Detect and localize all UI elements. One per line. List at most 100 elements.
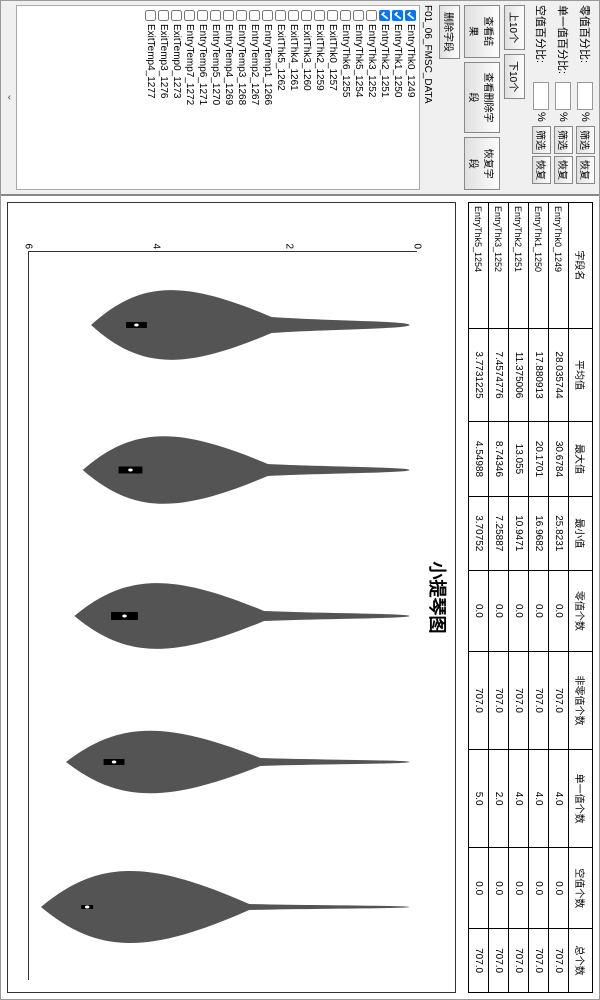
field-checkbox[interactable] — [210, 10, 221, 21]
table-row: EntryThk0_124928.03574430.678425.82310.0… — [549, 203, 569, 993]
field-item[interactable]: ExitTemp0_1273 — [170, 8, 183, 187]
field-item[interactable]: EntryTemp1_1266 — [261, 8, 274, 187]
field-item[interactable]: EntryTemp2_1267 — [248, 8, 261, 187]
restore-btn-1[interactable]: 恢复 — [554, 156, 573, 184]
field-name: ExitThk2_1259 — [314, 24, 325, 91]
violin — [29, 847, 417, 967]
table-row: EntryThk3_12527.45747768.743467.258870.0… — [489, 203, 509, 993]
field-item[interactable]: EntryTemp4_1269 — [222, 8, 235, 187]
y-tick: 6 — [23, 243, 34, 249]
field-item[interactable]: ExitThk2_1259 — [313, 8, 326, 187]
field-item[interactable]: EntryThk6_1255 — [339, 8, 352, 187]
prev-10-button[interactable]: 上10个 — [504, 5, 525, 50]
field-name: ExitTemp4_1277 — [145, 24, 156, 99]
field-checkbox[interactable] — [288, 10, 299, 21]
field-name: ExitTemp0_1273 — [171, 24, 182, 99]
chart-title: 小提琴图 — [425, 562, 451, 634]
table-header: 零值个数 — [569, 570, 593, 651]
field-item[interactable]: ExitThk3_1260 — [300, 8, 313, 187]
field-checkbox[interactable] — [340, 10, 351, 21]
field-item[interactable]: EntryTemp3_1268 — [235, 8, 248, 187]
field-name: EntryTemp6_1271 — [197, 24, 208, 105]
field-name: ExitThk3_1260 — [301, 24, 312, 91]
field-checkbox[interactable] — [223, 10, 234, 21]
table-header: 总个数 — [569, 929, 593, 993]
field-item[interactable]: ExitThk4_1261 — [287, 8, 300, 187]
field-checkbox[interactable] — [171, 10, 182, 21]
field-checkbox[interactable] — [184, 10, 195, 21]
field-name: EntryThk1_1250 — [392, 24, 403, 97]
field-list[interactable]: EntryThk0_1249EntryThk1_1250EntryThk2_12… — [16, 5, 420, 190]
app-root: 零值百分比: % 筛选 恢复单一值百分比: % 筛选 恢复空值百分比: % 筛选… — [0, 0, 600, 1000]
field-checkbox[interactable] — [275, 10, 286, 21]
table-row: EntryThk1_125017.88091320.170116.96820.0… — [529, 203, 549, 993]
main-panel: 字段名平均值最大值最小值零值个数非零值个数单一值个数空值个数总个数 EntryT… — [1, 196, 599, 999]
view-delete-button[interactable]: 查看删除字段 — [464, 62, 500, 134]
filter-btn-0[interactable]: 筛选 — [576, 126, 595, 154]
field-name: EntryThk5_1254 — [353, 24, 364, 97]
y-tick: 2 — [283, 243, 294, 249]
scroll-down-icon[interactable]: ⌄ — [5, 5, 16, 190]
violin — [29, 410, 417, 530]
field-checkbox[interactable] — [145, 10, 156, 21]
filter-input-1[interactable] — [556, 82, 572, 110]
table-header: 单一值个数 — [569, 750, 593, 848]
field-checkbox[interactable] — [236, 10, 247, 21]
field-name: EntryTemp2_1267 — [249, 24, 260, 105]
next-10-button[interactable]: 下10个 — [504, 54, 525, 99]
restore-btn-0[interactable]: 恢复 — [576, 156, 595, 184]
restore-field-button[interactable]: 恢复字段 — [464, 137, 500, 190]
field-checkbox[interactable] — [392, 10, 403, 21]
pct-1: % — [558, 112, 570, 124]
filter-input-0[interactable] — [578, 82, 594, 110]
table-header: 平均值 — [569, 328, 593, 421]
field-item[interactable]: ExitThk0_1257 — [326, 8, 339, 187]
field-item[interactable]: EntryThk1_1250 — [391, 8, 404, 187]
field-item[interactable]: EntryTemp6_1271 — [196, 8, 209, 187]
field-name: ExitThk4_1261 — [288, 24, 299, 91]
field-checkbox[interactable] — [366, 10, 377, 21]
field-name: EntryTemp4_1269 — [223, 24, 234, 105]
field-checkbox[interactable] — [249, 10, 260, 21]
violin — [29, 265, 417, 385]
filter-btn-1[interactable]: 筛选 — [554, 126, 573, 154]
field-name: ExitTemp3_1276 — [158, 24, 169, 99]
violin — [29, 556, 417, 676]
restore-btn-2[interactable]: 恢复 — [532, 156, 551, 184]
field-name: EntryThk6_1255 — [340, 24, 351, 97]
field-item[interactable]: EntryThk3_1252 — [365, 8, 378, 187]
field-checkbox[interactable] — [353, 10, 364, 21]
field-checkbox[interactable] — [314, 10, 325, 21]
delete-field-button[interactable]: 删除字段 — [439, 5, 460, 59]
field-checkbox[interactable] — [158, 10, 169, 21]
field-checkbox[interactable] — [405, 10, 416, 21]
field-name: EntryThk0_1249 — [405, 24, 416, 97]
field-name: EntryTemp3_1268 — [236, 24, 247, 105]
filter-btn-2[interactable]: 筛选 — [532, 126, 551, 154]
filter-label-0: 零值百分比: — [578, 5, 594, 80]
tree-root-label: F01_06_FMSC_DATA — [420, 5, 435, 190]
field-item[interactable]: EntryTemp5_1270 — [209, 8, 222, 187]
table-header: 字段名 — [569, 203, 593, 329]
field-name: EntryThk2_1251 — [379, 24, 390, 97]
table-header: 非零值个数 — [569, 651, 593, 749]
field-item[interactable]: EntryThk5_1254 — [352, 8, 365, 187]
filter-input-2[interactable] — [534, 82, 550, 110]
field-item[interactable]: ExitThk5_1262 — [274, 8, 287, 187]
filter-label-2: 空值百分比: — [534, 5, 550, 80]
left-panel: 零值百分比: % 筛选 恢复单一值百分比: % 筛选 恢复空值百分比: % 筛选… — [1, 1, 599, 196]
field-item[interactable]: EntryThk0_1249 — [404, 8, 417, 187]
field-checkbox[interactable] — [379, 10, 390, 21]
field-checkbox[interactable] — [327, 10, 338, 21]
field-item[interactable]: EntryThk2_1251 — [378, 8, 391, 187]
field-checkbox[interactable] — [262, 10, 273, 21]
field-item[interactable]: ExitTemp3_1276 — [157, 8, 170, 187]
table-header: 最大值 — [569, 422, 593, 496]
field-checkbox[interactable] — [301, 10, 312, 21]
field-checkbox[interactable] — [197, 10, 208, 21]
view-result-button[interactable]: 查看结果 — [464, 5, 500, 58]
field-item[interactable]: EntryTemp7_1272 — [183, 8, 196, 187]
filter-label-1: 单一值百分比: — [556, 5, 572, 80]
field-item[interactable]: ExitTemp4_1277 — [144, 8, 157, 187]
table-row: EntryThk5_12543.77312254.549883.707520.0… — [469, 203, 489, 993]
